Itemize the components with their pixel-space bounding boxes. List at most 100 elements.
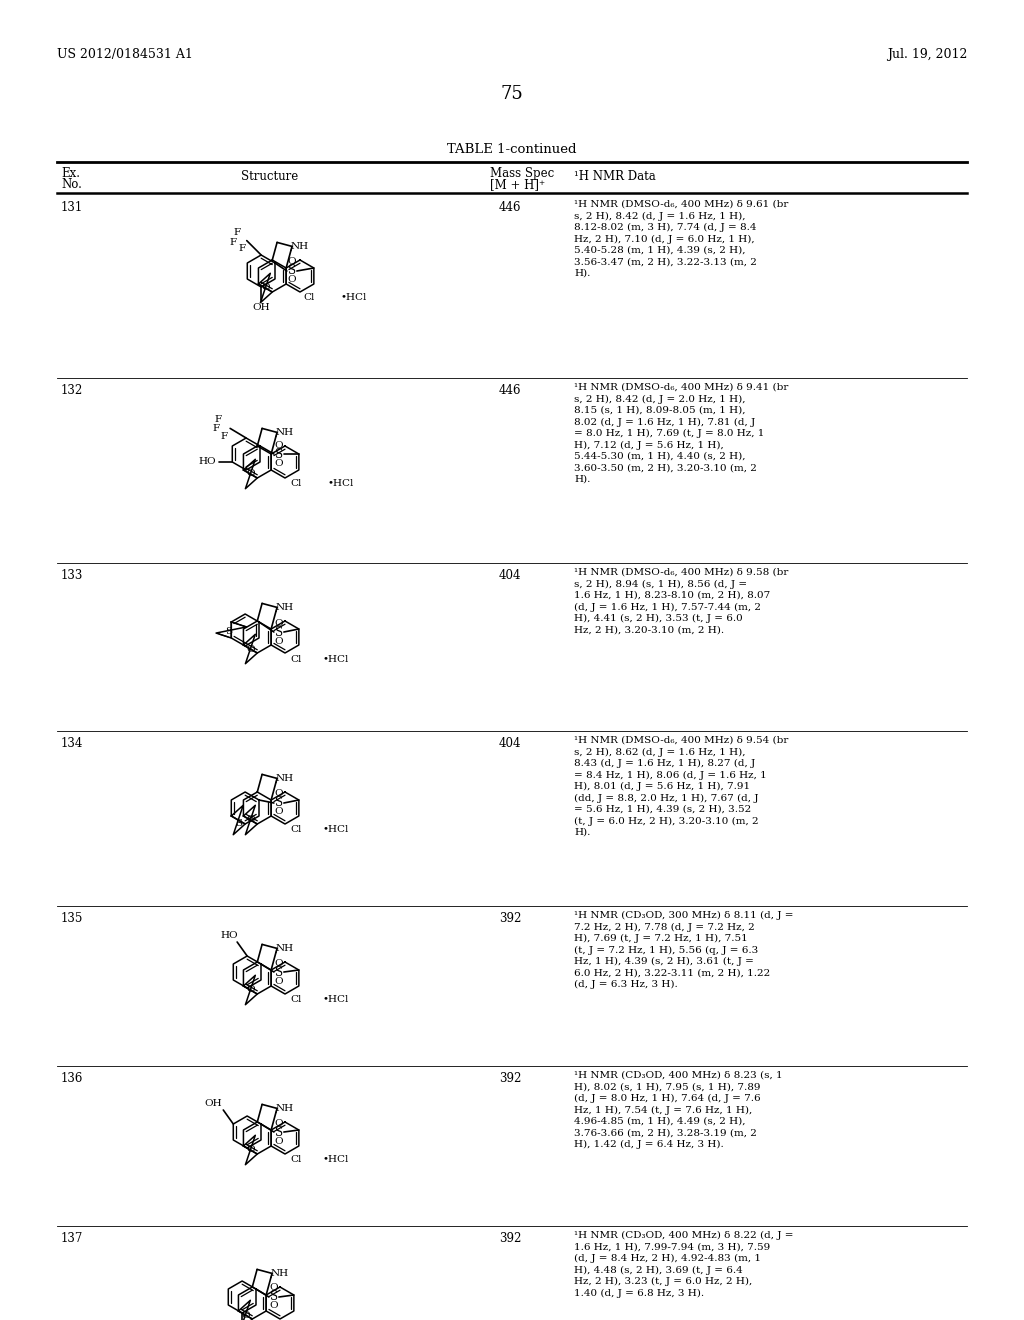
Text: O: O: [241, 1311, 250, 1320]
Text: F: F: [229, 238, 237, 247]
Text: TABLE 1-continued: TABLE 1-continued: [447, 143, 577, 156]
Text: ¹H NMR (DMSO-d₆, 400 MHz) δ 9.54 (br: ¹H NMR (DMSO-d₆, 400 MHz) δ 9.54 (br: [574, 737, 788, 744]
Text: Cl: Cl: [290, 995, 301, 1005]
Text: O: O: [269, 1283, 279, 1292]
Text: S: S: [274, 965, 283, 978]
Text: s, 2 H), 8.94 (s, 1 H), 8.56 (d, J =: s, 2 H), 8.94 (s, 1 H), 8.56 (d, J =: [574, 579, 748, 589]
Text: H), 4.41 (s, 2 H), 3.53 (t, J = 6.0: H), 4.41 (s, 2 H), 3.53 (t, J = 6.0: [574, 614, 742, 623]
Text: 136: 136: [61, 1072, 83, 1085]
Text: F: F: [220, 432, 227, 441]
Text: S: S: [288, 264, 296, 277]
Text: 131: 131: [61, 201, 83, 214]
Text: 8.15 (s, 1 H), 8.09-8.05 (m, 1 H),: 8.15 (s, 1 H), 8.09-8.05 (m, 1 H),: [574, 407, 745, 414]
Text: Hz, 1 H), 4.39 (s, 2 H), 3.61 (t, J =: Hz, 1 H), 4.39 (s, 2 H), 3.61 (t, J =: [574, 957, 754, 966]
Text: Cl: Cl: [303, 293, 314, 302]
Text: O: O: [246, 1146, 255, 1155]
Text: H), 1.42 (d, J = 6.4 Hz, 3 H).: H), 1.42 (d, J = 6.4 Hz, 3 H).: [574, 1140, 724, 1150]
Text: 3.60-3.50 (m, 2 H), 3.20-3.10 (m, 2: 3.60-3.50 (m, 2 H), 3.20-3.10 (m, 2: [574, 463, 757, 473]
Text: S: S: [224, 627, 231, 636]
Text: ¹H NMR (CD₃OD, 300 MHz) δ 8.11 (d, J =: ¹H NMR (CD₃OD, 300 MHz) δ 8.11 (d, J =: [574, 911, 794, 920]
Text: O: O: [274, 458, 284, 467]
Text: HO: HO: [220, 932, 238, 940]
Text: 5.40-5.28 (m, 1 H), 4.39 (s, 2 H),: 5.40-5.28 (m, 1 H), 4.39 (s, 2 H),: [574, 246, 745, 255]
Text: = 8.4 Hz, 1 H), 8.06 (d, J = 1.6 Hz, 1: = 8.4 Hz, 1 H), 8.06 (d, J = 1.6 Hz, 1: [574, 771, 767, 780]
Text: H).: H).: [574, 475, 591, 484]
Text: •HCl: •HCl: [328, 479, 354, 488]
Text: H), 7.12 (d, J = 5.6 Hz, 1 H),: H), 7.12 (d, J = 5.6 Hz, 1 H),: [574, 441, 724, 450]
Text: 404: 404: [499, 737, 521, 750]
Text: 1.6 Hz, 1 H), 8.23-8.10 (m, 2 H), 8.07: 1.6 Hz, 1 H), 8.23-8.10 (m, 2 H), 8.07: [574, 591, 770, 601]
Text: ¹H NMR Data: ¹H NMR Data: [574, 170, 655, 183]
Text: 446: 446: [499, 384, 521, 397]
Text: (dd, J = 8.8, 2.0 Hz, 1 H), 7.67 (d, J: (dd, J = 8.8, 2.0 Hz, 1 H), 7.67 (d, J: [574, 793, 759, 803]
Text: •HCl: •HCl: [323, 1155, 349, 1164]
Text: OH: OH: [252, 304, 270, 313]
Text: Cl: Cl: [290, 825, 301, 834]
Text: s, 2 H), 8.42 (d, J = 2.0 Hz, 1 H),: s, 2 H), 8.42 (d, J = 2.0 Hz, 1 H),: [574, 395, 745, 404]
Text: s, 2 H), 8.62 (d, J = 1.6 Hz, 1 H),: s, 2 H), 8.62 (d, J = 1.6 Hz, 1 H),: [574, 747, 745, 756]
Text: (d, J = 6.3 Hz, 3 H).: (d, J = 6.3 Hz, 3 H).: [574, 979, 678, 989]
Text: •HCl: •HCl: [323, 655, 349, 664]
Text: S: S: [269, 1291, 278, 1304]
Text: 132: 132: [61, 384, 83, 397]
Text: 5.44-5.30 (m, 1 H), 4.40 (s, 2 H),: 5.44-5.30 (m, 1 H), 4.40 (s, 2 H),: [574, 451, 745, 461]
Text: 6.0 Hz, 2 H), 3.22-3.11 (m, 2 H), 1.22: 6.0 Hz, 2 H), 3.22-3.11 (m, 2 H), 1.22: [574, 969, 770, 978]
Text: H), 8.02 (s, 1 H), 7.95 (s, 1 H), 7.89: H), 8.02 (s, 1 H), 7.95 (s, 1 H), 7.89: [574, 1082, 761, 1092]
Text: Hz, 2 H), 3.23 (t, J = 6.0 Hz, 2 H),: Hz, 2 H), 3.23 (t, J = 6.0 Hz, 2 H),: [574, 1276, 753, 1286]
Text: 137: 137: [61, 1232, 83, 1245]
Text: O: O: [246, 816, 255, 825]
Text: S: S: [234, 820, 242, 829]
Text: 392: 392: [499, 912, 521, 925]
Text: Ex.: Ex.: [61, 168, 80, 180]
Text: O: O: [274, 441, 284, 450]
Text: F: F: [239, 244, 246, 253]
Text: Hz, 2 H), 3.20-3.10 (m, 2 H).: Hz, 2 H), 3.20-3.10 (m, 2 H).: [574, 626, 724, 635]
Text: S: S: [274, 447, 283, 461]
Text: H), 4.48 (s, 2 H), 3.69 (t, J = 6.4: H), 4.48 (s, 2 H), 3.69 (t, J = 6.4: [574, 1266, 742, 1275]
Text: 1.40 (d, J = 6.8 Hz, 3 H).: 1.40 (d, J = 6.8 Hz, 3 H).: [574, 1288, 705, 1298]
Text: Cl: Cl: [290, 1155, 301, 1164]
Text: •HCl: •HCl: [323, 995, 349, 1005]
Text: 7.2 Hz, 2 H), 7.78 (d, J = 7.2 Hz, 2: 7.2 Hz, 2 H), 7.78 (d, J = 7.2 Hz, 2: [574, 923, 755, 932]
Text: S: S: [274, 1126, 283, 1138]
Text: NH: NH: [275, 1104, 294, 1113]
Text: (t, J = 6.0 Hz, 2 H), 3.20-3.10 (m, 2: (t, J = 6.0 Hz, 2 H), 3.20-3.10 (m, 2: [574, 817, 759, 825]
Text: O: O: [274, 1118, 284, 1127]
Text: = 8.0 Hz, 1 H), 7.69 (t, J = 8.0 Hz, 1: = 8.0 Hz, 1 H), 7.69 (t, J = 8.0 Hz, 1: [574, 429, 764, 438]
Text: O: O: [246, 644, 255, 653]
Text: 134: 134: [61, 737, 83, 750]
Text: 133: 133: [61, 569, 83, 582]
Text: F: F: [215, 414, 222, 424]
Text: Cl: Cl: [290, 655, 301, 664]
Text: Hz, 2 H), 7.10 (d, J = 6.0 Hz, 1 H),: Hz, 2 H), 7.10 (d, J = 6.0 Hz, 1 H),: [574, 235, 755, 244]
Text: [M + H]⁺: [M + H]⁺: [490, 178, 545, 191]
Text: H).: H).: [574, 828, 591, 837]
Text: H), 7.69 (t, J = 7.2 Hz, 1 H), 7.51: H), 7.69 (t, J = 7.2 Hz, 1 H), 7.51: [574, 935, 748, 942]
Text: NH: NH: [275, 428, 294, 437]
Text: O: O: [261, 284, 269, 293]
Text: NH: NH: [275, 944, 294, 953]
Text: HO: HO: [199, 458, 216, 466]
Text: H), 8.01 (d, J = 5.6 Hz, 1 H), 7.91: H), 8.01 (d, J = 5.6 Hz, 1 H), 7.91: [574, 781, 751, 791]
Text: (d, J = 8.0 Hz, 1 H), 7.64 (d, J = 7.6: (d, J = 8.0 Hz, 1 H), 7.64 (d, J = 7.6: [574, 1094, 761, 1104]
Text: O: O: [288, 276, 296, 285]
Text: •HCl: •HCl: [323, 825, 349, 834]
Text: ¹H NMR (DMSO-d₆, 400 MHz) δ 9.58 (br: ¹H NMR (DMSO-d₆, 400 MHz) δ 9.58 (br: [574, 568, 788, 577]
Text: ¹H NMR (CD₃OD, 400 MHz) δ 8.23 (s, 1: ¹H NMR (CD₃OD, 400 MHz) δ 8.23 (s, 1: [574, 1071, 782, 1080]
Text: 75: 75: [501, 84, 523, 103]
Text: •HCl: •HCl: [341, 293, 367, 302]
Text: Jul. 19, 2012: Jul. 19, 2012: [887, 48, 967, 61]
Text: s, 2 H), 8.42 (d, J = 1.6 Hz, 1 H),: s, 2 H), 8.42 (d, J = 1.6 Hz, 1 H),: [574, 211, 745, 220]
Text: 8.02 (d, J = 1.6 Hz, 1 H), 7.81 (d, J: 8.02 (d, J = 1.6 Hz, 1 H), 7.81 (d, J: [574, 417, 756, 426]
Text: O: O: [246, 470, 255, 479]
Text: (d, J = 1.6 Hz, 1 H), 7.57-7.44 (m, 2: (d, J = 1.6 Hz, 1 H), 7.57-7.44 (m, 2: [574, 602, 761, 611]
Text: F: F: [233, 228, 241, 238]
Text: NH: NH: [291, 242, 309, 251]
Text: 392: 392: [499, 1072, 521, 1085]
Text: O: O: [274, 958, 284, 968]
Text: 8.12-8.02 (m, 3 H), 7.74 (d, J = 8.4: 8.12-8.02 (m, 3 H), 7.74 (d, J = 8.4: [574, 223, 757, 232]
Text: Hz, 1 H), 7.54 (t, J = 7.6 Hz, 1 H),: Hz, 1 H), 7.54 (t, J = 7.6 Hz, 1 H),: [574, 1106, 753, 1114]
Text: NH: NH: [275, 774, 294, 783]
Text: ¹H NMR (CD₃OD, 400 MHz) δ 8.22 (d, J =: ¹H NMR (CD₃OD, 400 MHz) δ 8.22 (d, J =: [574, 1232, 794, 1239]
Text: (d, J = 8.4 Hz, 2 H), 4.92-4.83 (m, 1: (d, J = 8.4 Hz, 2 H), 4.92-4.83 (m, 1: [574, 1254, 761, 1263]
